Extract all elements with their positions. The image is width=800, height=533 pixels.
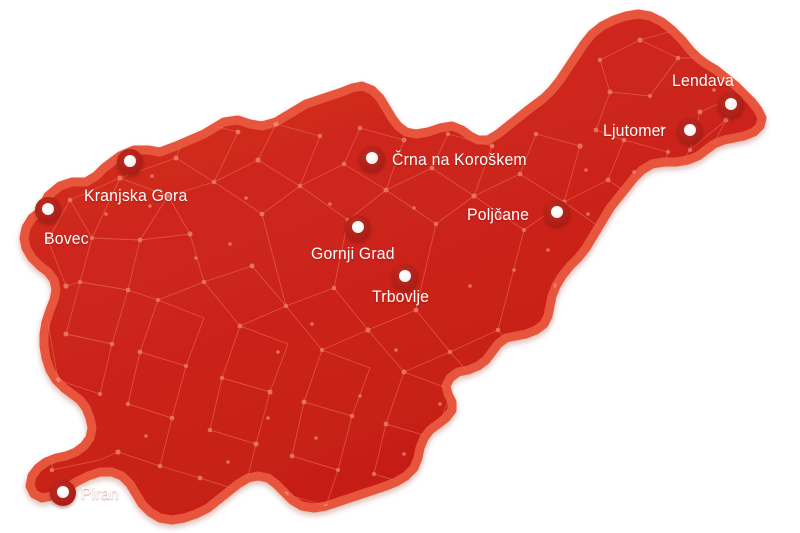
city-marker[interactable]	[35, 197, 61, 223]
city-marker[interactable]	[392, 264, 418, 290]
map-pin-icon	[117, 149, 143, 175]
city-marker[interactable]	[359, 146, 385, 172]
map-pin-icon	[392, 264, 418, 290]
map-pin-icon	[35, 197, 61, 223]
map-pin-icon	[544, 200, 570, 226]
map-pin-icon	[677, 118, 703, 144]
map-pin-icon	[50, 480, 76, 506]
map-pin-center-icon	[684, 124, 696, 136]
map-pin-center-icon	[124, 155, 136, 167]
map-pin-icon	[718, 92, 744, 118]
map-pin-center-icon	[551, 206, 563, 218]
map-pin-center-icon	[352, 221, 364, 233]
map-pin-center-icon	[366, 152, 378, 164]
city-marker[interactable]	[718, 92, 744, 118]
map-pin-center-icon	[42, 203, 54, 215]
map-pin-center-icon	[57, 486, 69, 498]
city-marker[interactable]	[345, 215, 371, 241]
land-shape	[19, 9, 767, 525]
city-marker[interactable]	[117, 149, 143, 175]
map-pin-center-icon	[399, 270, 411, 282]
city-marker[interactable]	[50, 480, 76, 506]
city-marker[interactable]	[544, 200, 570, 226]
map-pin-icon	[359, 146, 385, 172]
city-marker[interactable]	[677, 118, 703, 144]
map-pin-center-icon	[725, 98, 737, 110]
map-pin-icon	[345, 215, 371, 241]
